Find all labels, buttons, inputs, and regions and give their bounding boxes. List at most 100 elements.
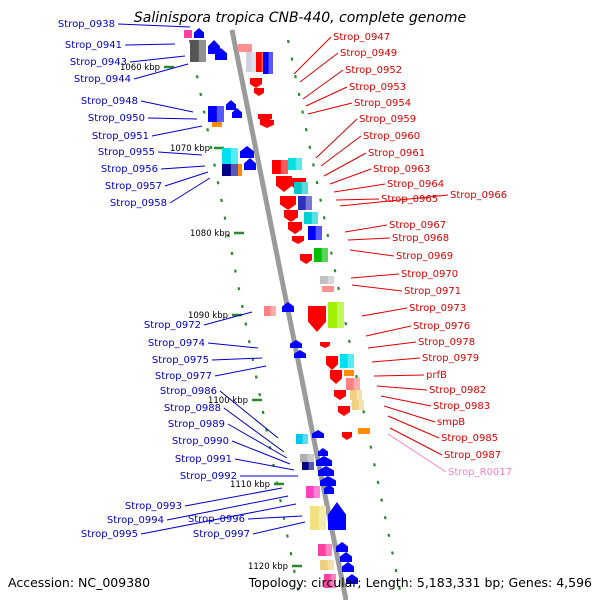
left-gene-label[interactable]: Strop_0993 bbox=[125, 501, 182, 512]
right-gene-label[interactable]: Strop_0949 bbox=[340, 48, 397, 59]
right-gene-label[interactable]: Strop_0983 bbox=[433, 401, 490, 412]
right-leader-line bbox=[302, 69, 344, 100]
left-gene-label[interactable]: Strop_0997 bbox=[193, 529, 250, 540]
left-gene-label[interactable]: Strop_0948 bbox=[81, 96, 138, 107]
right-gene-label[interactable]: Strop_0979 bbox=[422, 353, 479, 364]
right-gene-label[interactable]: smpB bbox=[437, 417, 465, 428]
right-gene-label[interactable]: Strop_0978 bbox=[418, 337, 475, 348]
gene-arrow-forward bbox=[342, 562, 354, 572]
right-leader-line bbox=[347, 237, 391, 241]
gene-arrow-reverse bbox=[276, 176, 292, 192]
gene-feature bbox=[314, 248, 328, 262]
gene-arrow-reverse bbox=[320, 342, 330, 348]
left-leader-line bbox=[157, 151, 203, 156]
gene-arrow-forward bbox=[290, 340, 302, 348]
right-gene-label[interactable]: Strop_0965 bbox=[381, 194, 438, 205]
right-leader-line bbox=[329, 168, 372, 185]
right-leader-line bbox=[383, 405, 436, 423]
left-leader-line bbox=[147, 117, 198, 120]
gene-arrow-forward bbox=[340, 552, 352, 562]
left-leader-line bbox=[151, 125, 203, 137]
right-gene-label[interactable]: Strop_0953 bbox=[349, 82, 406, 93]
right-gene-label[interactable]: Strop_0966 bbox=[450, 190, 507, 201]
right-gene-label[interactable]: Strop_0954 bbox=[354, 98, 411, 109]
left-gene-label[interactable]: Strop_0975 bbox=[152, 355, 209, 366]
right-gene-label[interactable]: Strop_0968 bbox=[392, 233, 449, 244]
left-gene-label[interactable]: Strop_0995 bbox=[81, 529, 138, 540]
left-gene-label[interactable]: Strop_0972 bbox=[144, 320, 201, 331]
left-gene-label[interactable]: Strop_0974 bbox=[148, 338, 205, 349]
left-gene-label[interactable]: Strop_0986 bbox=[160, 386, 217, 397]
kbp-tick-label: 1090 kbp bbox=[188, 311, 228, 321]
right-gene-label[interactable]: Strop_0967 bbox=[389, 220, 446, 231]
left-gene-label[interactable]: Strop_0991 bbox=[175, 454, 232, 465]
accession-text: Accession: NC_009380 bbox=[8, 575, 150, 590]
right-gene-label[interactable]: Strop_0960 bbox=[363, 131, 420, 142]
gene-arrow-forward bbox=[316, 456, 332, 466]
right-leader-line bbox=[367, 341, 417, 349]
left-gene-label[interactable]: Strop_0943 bbox=[70, 57, 127, 68]
right-leader-line bbox=[365, 325, 412, 337]
gene-feature-highlight bbox=[313, 486, 320, 498]
gene-feature-highlight bbox=[347, 354, 354, 368]
gene-feature bbox=[310, 506, 326, 530]
right-gene-label[interactable]: Strop_0985 bbox=[441, 433, 498, 444]
left-leader-line bbox=[140, 100, 194, 113]
gene-feature bbox=[300, 454, 314, 462]
left-gene-label[interactable]: Strop_0944 bbox=[74, 74, 131, 85]
right-gene-label[interactable]: Strop_0969 bbox=[396, 251, 453, 262]
right-gene-label[interactable]: Strop_0964 bbox=[387, 179, 444, 190]
gene-arrow-forward bbox=[324, 484, 334, 494]
right-gene-label[interactable]: Strop_0987 bbox=[444, 450, 501, 461]
right-gene-label[interactable]: Strop_0961 bbox=[368, 148, 425, 159]
gene-feature bbox=[302, 462, 314, 470]
left-gene-label[interactable]: Strop_0992 bbox=[180, 471, 237, 482]
left-gene-label[interactable]: Strop_0989 bbox=[168, 419, 225, 430]
kbp-tick-label: 1070 kbp bbox=[170, 144, 210, 154]
left-gene-label[interactable]: Strop_0957 bbox=[105, 181, 162, 192]
gene-feature-highlight bbox=[216, 106, 224, 122]
gene-feature bbox=[358, 428, 370, 434]
gene-feature-highlight bbox=[327, 276, 334, 284]
right-gene-label[interactable]: Strop_R0017 bbox=[448, 467, 512, 478]
left-gene-label[interactable]: Strop_0990 bbox=[172, 436, 229, 447]
left-gene-label[interactable]: Strop_0958 bbox=[110, 198, 167, 209]
left-gene-label[interactable]: Strop_0941 bbox=[65, 40, 122, 51]
right-leader-line bbox=[349, 249, 395, 257]
gene-feature bbox=[263, 52, 273, 74]
left-gene-label[interactable]: Strop_0994 bbox=[107, 515, 164, 526]
right-gene-label[interactable]: Strop_0976 bbox=[413, 321, 470, 332]
gene-feature bbox=[294, 182, 308, 194]
left-leader-line bbox=[160, 165, 206, 170]
right-gene-label[interactable]: Strop_0947 bbox=[333, 32, 390, 43]
gene-arrow-reverse bbox=[288, 222, 302, 234]
gene-feature bbox=[308, 226, 322, 240]
right-gene-label[interactable]: Strop_0963 bbox=[373, 164, 430, 175]
left-gene-label[interactable]: Strop_0988 bbox=[164, 403, 221, 414]
gene-arrow-reverse bbox=[334, 390, 346, 400]
gene-arrow-forward bbox=[208, 40, 220, 54]
left-gene-label[interactable]: Strop_0951 bbox=[92, 131, 149, 142]
left-gene-label[interactable]: Strop_0996 bbox=[188, 514, 245, 525]
gene-feature-highlight bbox=[325, 544, 332, 556]
left-gene-label[interactable]: Strop_0950 bbox=[88, 113, 145, 124]
right-gene-label[interactable]: Strop_0952 bbox=[345, 65, 402, 76]
left-gene-label[interactable]: Strop_0977 bbox=[155, 371, 212, 382]
left-gene-label[interactable]: Strop_0938 bbox=[58, 19, 115, 30]
right-leader-line bbox=[350, 273, 400, 279]
left-leader-line bbox=[214, 365, 267, 377]
kbp-tick-label: 1080 kbp bbox=[190, 229, 230, 239]
right-gene-label[interactable]: Strop_0970 bbox=[401, 269, 458, 280]
left-gene-label[interactable]: Strop_0955 bbox=[98, 147, 155, 158]
right-gene-label[interactable]: Strop_0973 bbox=[409, 303, 466, 314]
right-gene-label[interactable]: prfB bbox=[426, 370, 447, 381]
right-gene-label[interactable]: Strop_0971 bbox=[404, 286, 461, 297]
left-gene-label[interactable]: Strop_0956 bbox=[101, 164, 158, 175]
right-gene-label[interactable]: Strop_0959 bbox=[359, 114, 416, 125]
gene-arrow-forward bbox=[232, 108, 242, 118]
left-leader-line bbox=[129, 55, 186, 63]
right-gene-label[interactable]: Strop_0982 bbox=[429, 385, 486, 396]
gene-arrow-reverse bbox=[338, 406, 350, 416]
gene-feature bbox=[208, 106, 224, 122]
left-leader-line bbox=[207, 342, 259, 349]
